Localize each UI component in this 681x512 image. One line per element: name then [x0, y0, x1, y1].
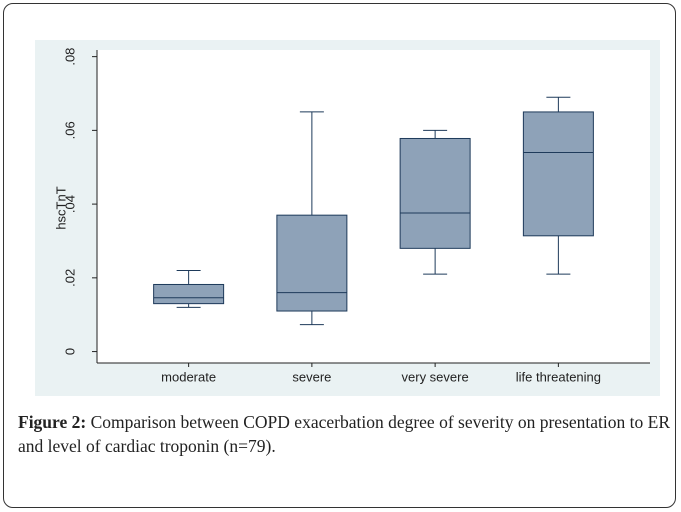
y-tick-label: .02 — [62, 269, 77, 287]
y-tick-label: .04 — [62, 195, 77, 213]
x-tick-label: very severe — [402, 369, 469, 384]
box — [153, 283, 225, 305]
x-tick-label: severe — [292, 369, 331, 384]
chart: hscTnT 0 .02 .04 .06 .08 moderate severe very s… — [35, 40, 660, 396]
y-tick-label: 0 — [62, 348, 77, 355]
y-axis-label: hscTnT — [53, 186, 68, 229]
box — [399, 137, 471, 249]
x-tick-label: moderate — [161, 369, 216, 384]
caption-text: Comparison between COPD exacerbation deg… — [18, 412, 670, 456]
caption-label: Figure 2: — [18, 412, 87, 432]
caption: Figure 2: Comparison between COPD exacer… — [18, 410, 670, 458]
y-tick-label: .08 — [62, 48, 77, 66]
box — [276, 214, 348, 312]
x-tick-label: life threatening — [516, 369, 601, 384]
y-tick-label: .06 — [62, 121, 77, 139]
figure-frame — [3, 3, 676, 508]
box — [522, 111, 594, 237]
